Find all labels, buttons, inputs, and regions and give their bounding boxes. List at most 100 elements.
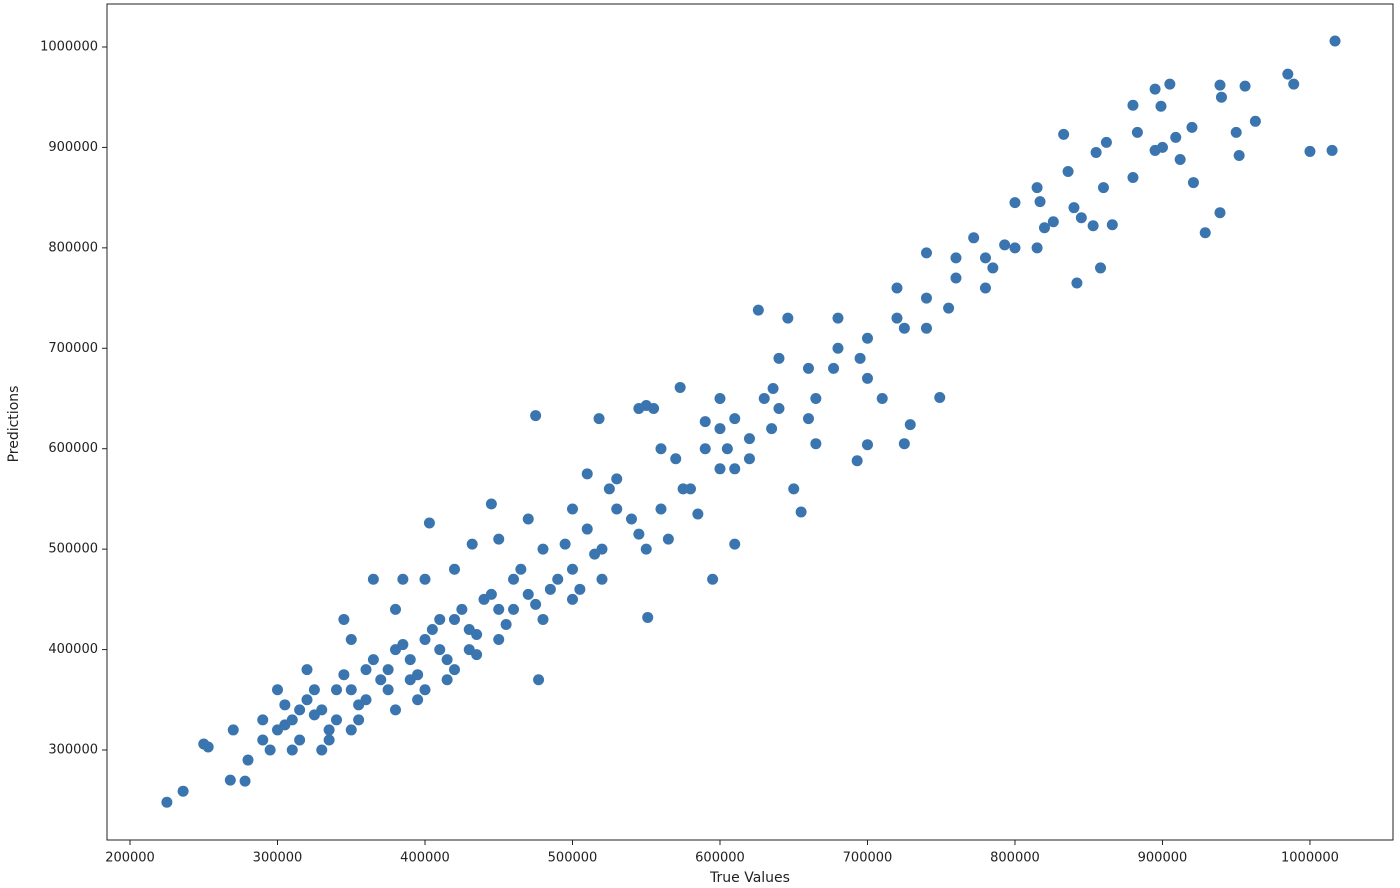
point xyxy=(611,503,623,515)
point xyxy=(1164,78,1176,90)
point xyxy=(758,392,770,404)
point xyxy=(466,538,478,550)
x-tick-label: 800000 xyxy=(990,851,1040,866)
point xyxy=(1009,242,1021,254)
point xyxy=(1058,128,1070,140)
point xyxy=(968,232,980,244)
point xyxy=(441,674,453,686)
point xyxy=(1097,182,1109,194)
point xyxy=(802,413,814,425)
point xyxy=(876,392,888,404)
point xyxy=(301,664,313,676)
x-tick-label: 200000 xyxy=(105,851,155,866)
point xyxy=(729,413,741,425)
point xyxy=(714,423,726,435)
point xyxy=(795,506,807,518)
point xyxy=(581,523,593,535)
point xyxy=(537,613,549,625)
point xyxy=(581,468,593,480)
point xyxy=(257,734,269,746)
point xyxy=(566,563,578,575)
point xyxy=(493,533,505,545)
point xyxy=(674,381,686,393)
point xyxy=(810,392,822,404)
point xyxy=(611,473,623,485)
point xyxy=(1170,131,1182,143)
point xyxy=(920,292,932,304)
point xyxy=(633,403,645,415)
point xyxy=(1031,182,1043,194)
x-axis-label: True Values xyxy=(709,870,790,886)
point xyxy=(515,563,527,575)
point xyxy=(279,699,291,711)
point xyxy=(419,573,431,585)
point xyxy=(338,613,350,625)
y-tick-label: 500000 xyxy=(48,542,98,557)
point xyxy=(412,694,424,706)
point xyxy=(530,598,542,610)
point xyxy=(1304,145,1316,157)
point xyxy=(522,588,534,600)
point xyxy=(633,528,645,540)
point xyxy=(832,312,844,324)
point xyxy=(559,538,571,550)
point xyxy=(345,684,357,696)
point xyxy=(177,785,189,797)
point xyxy=(419,634,431,646)
point xyxy=(979,252,991,264)
point xyxy=(412,669,424,681)
point xyxy=(1233,149,1245,161)
point xyxy=(1127,99,1139,111)
point xyxy=(1009,197,1021,209)
point xyxy=(861,332,873,344)
point xyxy=(574,583,586,595)
x-tick-label: 600000 xyxy=(695,851,745,866)
point xyxy=(766,423,778,435)
point xyxy=(851,455,863,467)
point xyxy=(752,304,764,316)
point xyxy=(898,438,910,450)
point xyxy=(367,654,379,666)
point xyxy=(1174,153,1186,165)
y-tick-label: 700000 xyxy=(48,341,98,356)
point xyxy=(1127,172,1139,184)
point xyxy=(743,453,755,465)
point xyxy=(699,443,711,455)
point xyxy=(537,543,549,555)
point xyxy=(1329,35,1341,47)
point xyxy=(507,573,519,585)
point xyxy=(423,517,435,529)
point xyxy=(434,613,446,625)
point xyxy=(596,573,608,585)
point xyxy=(308,709,320,721)
point xyxy=(224,774,236,786)
point xyxy=(1239,80,1251,92)
point xyxy=(828,362,840,374)
point xyxy=(533,674,545,686)
point xyxy=(566,593,578,605)
y-tick-label: 900000 xyxy=(48,140,98,155)
point xyxy=(1155,100,1167,112)
x-tick-label: 1000000 xyxy=(1281,851,1339,866)
point xyxy=(1288,78,1300,90)
point xyxy=(920,322,932,334)
point xyxy=(353,714,365,726)
point xyxy=(904,419,916,431)
point xyxy=(640,543,652,555)
point xyxy=(360,664,372,676)
point xyxy=(782,312,794,324)
point xyxy=(227,724,239,736)
point xyxy=(338,669,350,681)
point xyxy=(448,563,460,575)
y-tick-label: 1000000 xyxy=(40,39,98,54)
point xyxy=(323,734,335,746)
point xyxy=(257,714,269,726)
point xyxy=(1199,227,1211,239)
point xyxy=(382,664,394,676)
point xyxy=(1095,262,1107,274)
point xyxy=(530,410,542,422)
point xyxy=(485,498,497,510)
point xyxy=(294,704,306,716)
point xyxy=(279,719,291,731)
point xyxy=(316,744,328,756)
